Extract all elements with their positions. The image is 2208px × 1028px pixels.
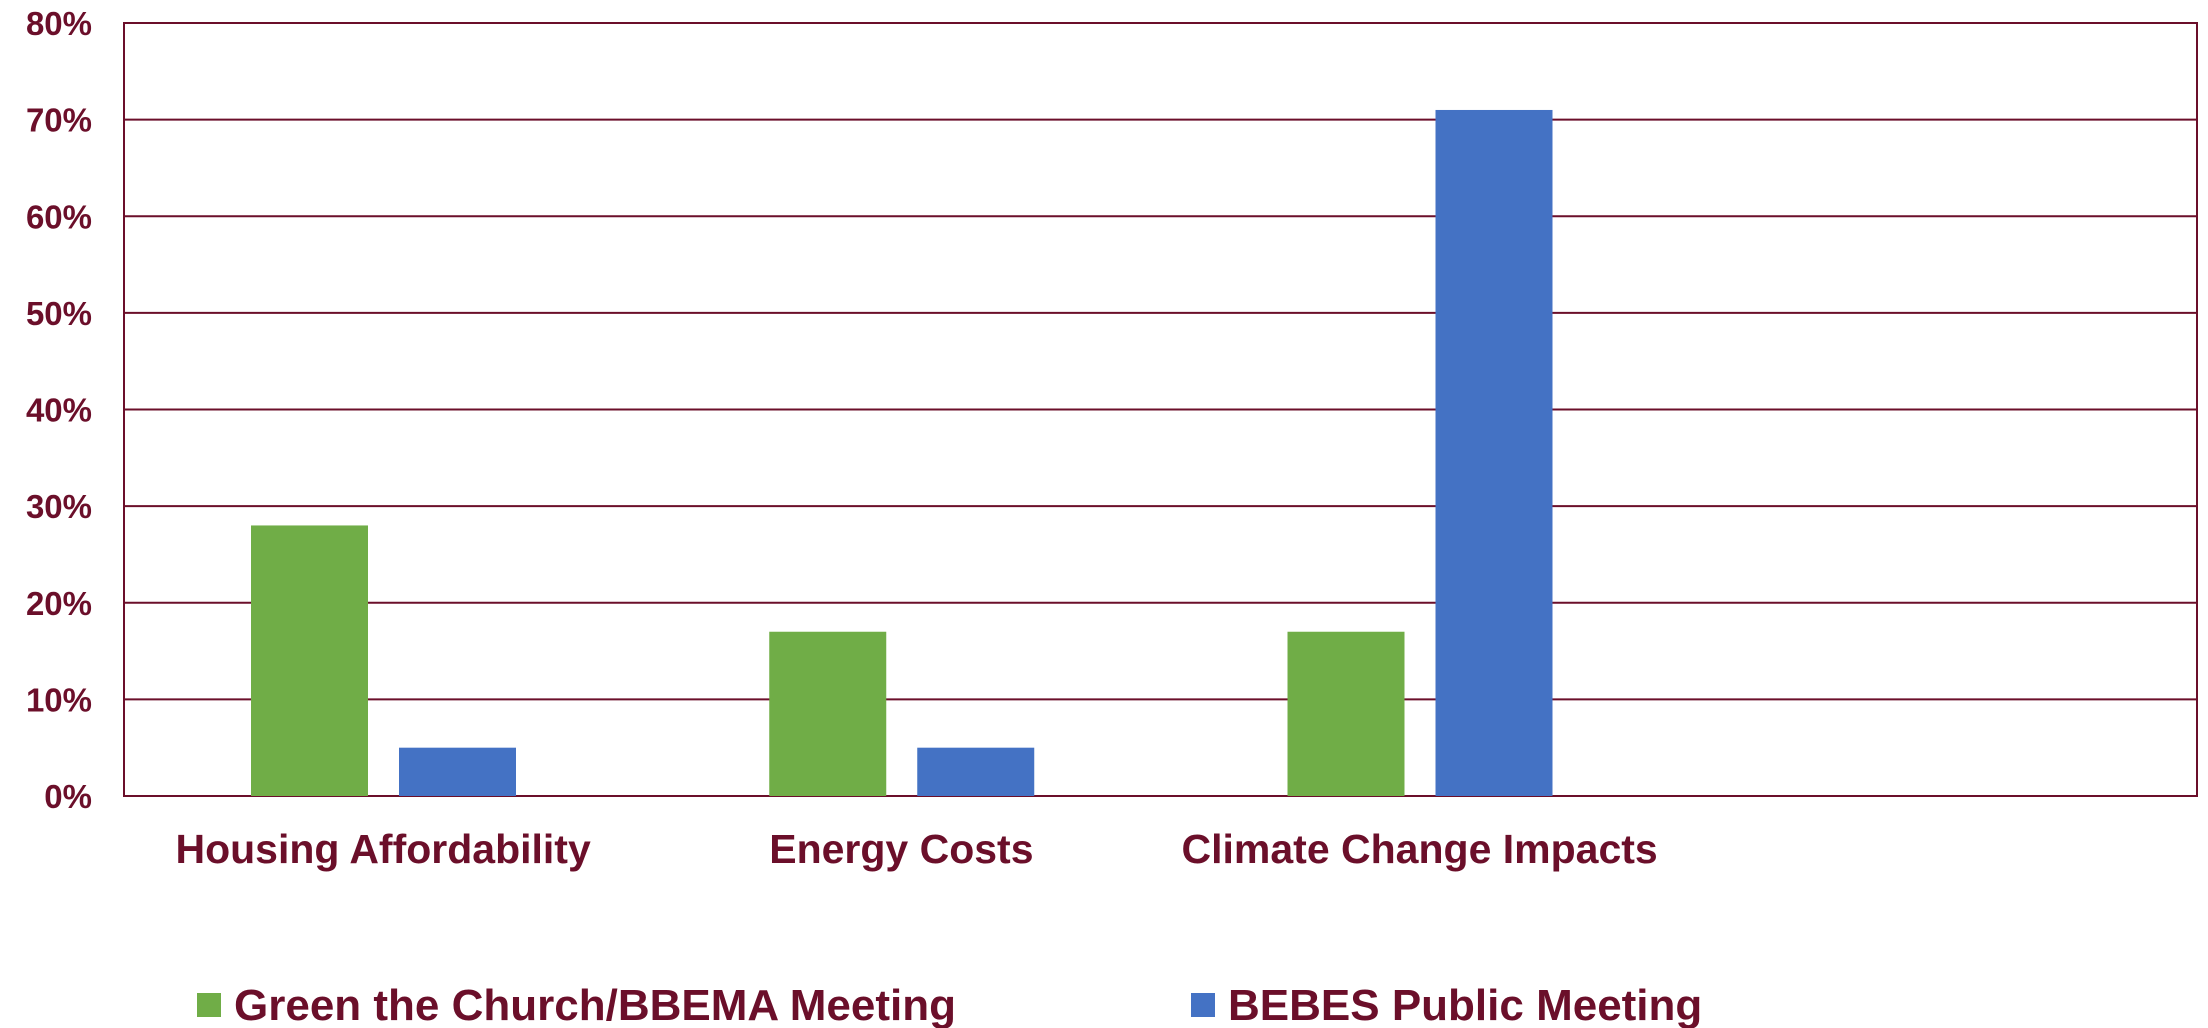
x-tick-label: Housing Affordability bbox=[175, 826, 591, 872]
bar bbox=[399, 747, 516, 796]
y-tick-label: 40% bbox=[26, 392, 92, 429]
y-tick-label: 70% bbox=[26, 102, 92, 139]
y-tick-label: 10% bbox=[26, 681, 92, 718]
y-tick-label: 50% bbox=[26, 295, 92, 332]
bar bbox=[1435, 109, 1553, 796]
bar bbox=[251, 525, 368, 796]
y-tick-label: 20% bbox=[26, 585, 92, 622]
legend-swatch bbox=[197, 993, 221, 1017]
y-tick-label: 80% bbox=[26, 5, 92, 42]
bar bbox=[1287, 631, 1405, 796]
y-tick-label: 60% bbox=[26, 198, 92, 235]
x-tick-label: Climate Change Impacts bbox=[1181, 826, 1658, 872]
x-tick-label: Energy Costs bbox=[769, 826, 1034, 872]
legend-label: BEBES Public Meeting bbox=[1228, 981, 1702, 1028]
legend-label: Green the Church/BBEMA Meeting bbox=[234, 981, 956, 1028]
plot-border bbox=[123, 22, 2198, 797]
y-tick-label: 0% bbox=[44, 778, 92, 815]
legend-swatch bbox=[1191, 993, 1215, 1017]
y-tick-label: 30% bbox=[26, 488, 92, 525]
bar bbox=[917, 747, 1035, 796]
bar bbox=[769, 631, 887, 796]
